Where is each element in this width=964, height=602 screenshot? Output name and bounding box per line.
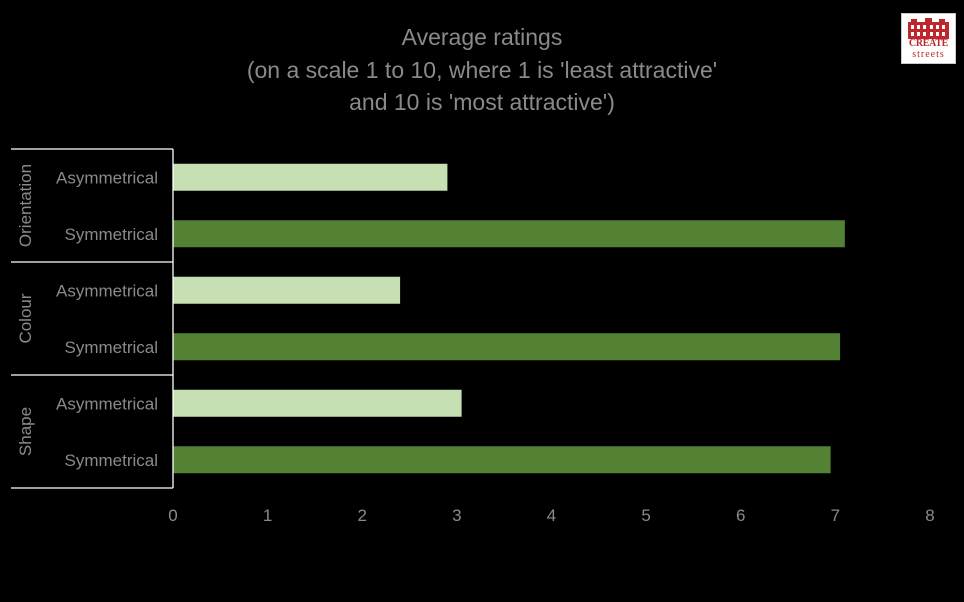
create-streets-logo: CREATE streets	[901, 13, 956, 64]
bar-orientation-symmetrical	[173, 220, 845, 248]
chart-subtitle-line-2: and 10 is 'most attractive')	[349, 89, 615, 115]
bar-shape-symmetrical	[173, 446, 831, 474]
category-label: Asymmetrical	[56, 281, 158, 300]
category-label: Symmetrical	[64, 451, 158, 470]
category-label: Symmetrical	[64, 338, 158, 357]
bar-orientation-asymmetrical	[173, 163, 448, 191]
x-tick-label: 4	[547, 506, 556, 525]
x-tick-label: 8	[925, 506, 934, 525]
x-tick-label: 1	[263, 506, 272, 525]
x-tick-label: 3	[452, 506, 461, 525]
logo-text-streets: streets	[912, 49, 945, 60]
group-label-orientation: Orientation	[16, 164, 35, 247]
chart-subtitle-line-1: (on a scale 1 to 10, where 1 is 'least a…	[246, 57, 718, 83]
x-tick-label: 5	[641, 506, 650, 525]
bar-colour-asymmetrical	[173, 276, 401, 304]
bar-shape-asymmetrical	[173, 389, 462, 417]
category-label: Symmetrical	[64, 225, 158, 244]
x-tick-label: 0	[168, 506, 177, 525]
building-icon	[908, 18, 949, 39]
logo-text-create: CREATE	[908, 38, 949, 49]
chart-title: Average ratings	[401, 24, 563, 50]
bar-colour-symmetrical	[173, 333, 841, 361]
x-tick-label: 7	[831, 506, 840, 525]
group-label-shape: Shape	[16, 407, 35, 456]
group-label-colour: Colour	[16, 293, 35, 343]
category-label: Asymmetrical	[56, 394, 158, 413]
category-label: Asymmetrical	[56, 168, 158, 187]
x-tick-label: 2	[358, 506, 367, 525]
x-tick-label: 6	[736, 506, 745, 525]
